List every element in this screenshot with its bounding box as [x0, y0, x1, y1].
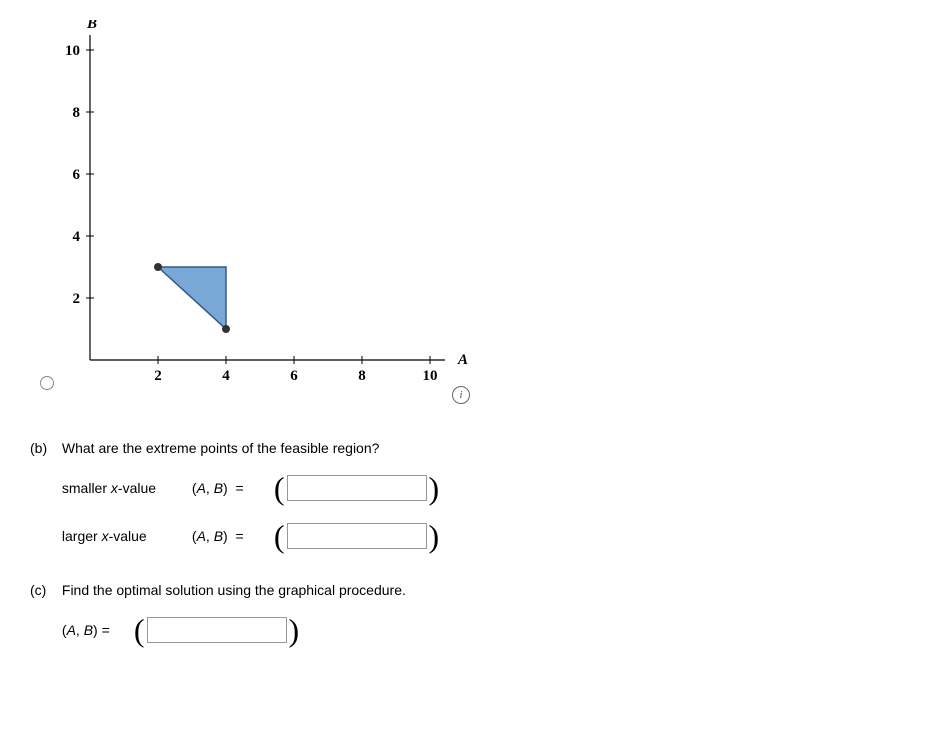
question-c-text: Find the optimal solution using the grap…	[62, 582, 908, 598]
open-paren: (	[274, 472, 285, 504]
svg-text:8: 8	[358, 368, 366, 384]
chart-container: 246810246810AB i	[30, 20, 510, 400]
svg-text:4: 4	[222, 368, 230, 384]
svg-text:A: A	[457, 352, 468, 368]
option-radio[interactable]	[40, 376, 54, 390]
answer-input-c[interactable]	[147, 617, 287, 643]
close-paren: )	[429, 472, 440, 504]
question-c: (c) Find the optimal solution using the …	[30, 582, 916, 646]
question-b: (b) What are the extreme points of the f…	[30, 440, 916, 552]
info-icon[interactable]: i	[452, 386, 470, 404]
ab-label-b1: (A, B) =	[192, 480, 272, 496]
larger-x-label: larger x-value	[62, 528, 192, 544]
svg-text:6: 6	[290, 368, 298, 384]
close-paren: )	[289, 614, 300, 646]
question-b-prefix: (b)	[30, 440, 58, 456]
chart-svg: 2 4 6 8 10 2 4 6 8 10 A B	[30, 20, 500, 400]
svg-text:2: 2	[73, 291, 81, 307]
question-b-row-larger: larger x-value (A, B) = ( )	[62, 520, 908, 552]
open-paren: (	[134, 614, 145, 646]
svg-text:10: 10	[65, 43, 80, 59]
ab-label-b2: (A, B) =	[192, 528, 272, 544]
question-c-row: (A, B) = ( )	[62, 614, 908, 646]
close-paren: )	[429, 520, 440, 552]
question-c-prefix: (c)	[30, 582, 58, 598]
svg-text:B: B	[86, 20, 97, 32]
svg-text:6: 6	[73, 167, 81, 183]
question-b-row-smaller: smaller x-value (A, B) = ( )	[62, 472, 908, 504]
question-b-text: What are the extreme points of the feasi…	[62, 440, 908, 456]
svg-text:8: 8	[73, 105, 81, 121]
ab-label-c: (A, B) =	[62, 622, 132, 638]
open-paren: (	[274, 520, 285, 552]
svg-text:10: 10	[423, 368, 438, 384]
svg-text:2: 2	[154, 368, 162, 384]
answer-input-b-larger[interactable]	[287, 523, 427, 549]
answer-input-b-smaller[interactable]	[287, 475, 427, 501]
svg-text:4: 4	[73, 229, 81, 245]
smaller-x-label: smaller x-value	[62, 480, 192, 496]
